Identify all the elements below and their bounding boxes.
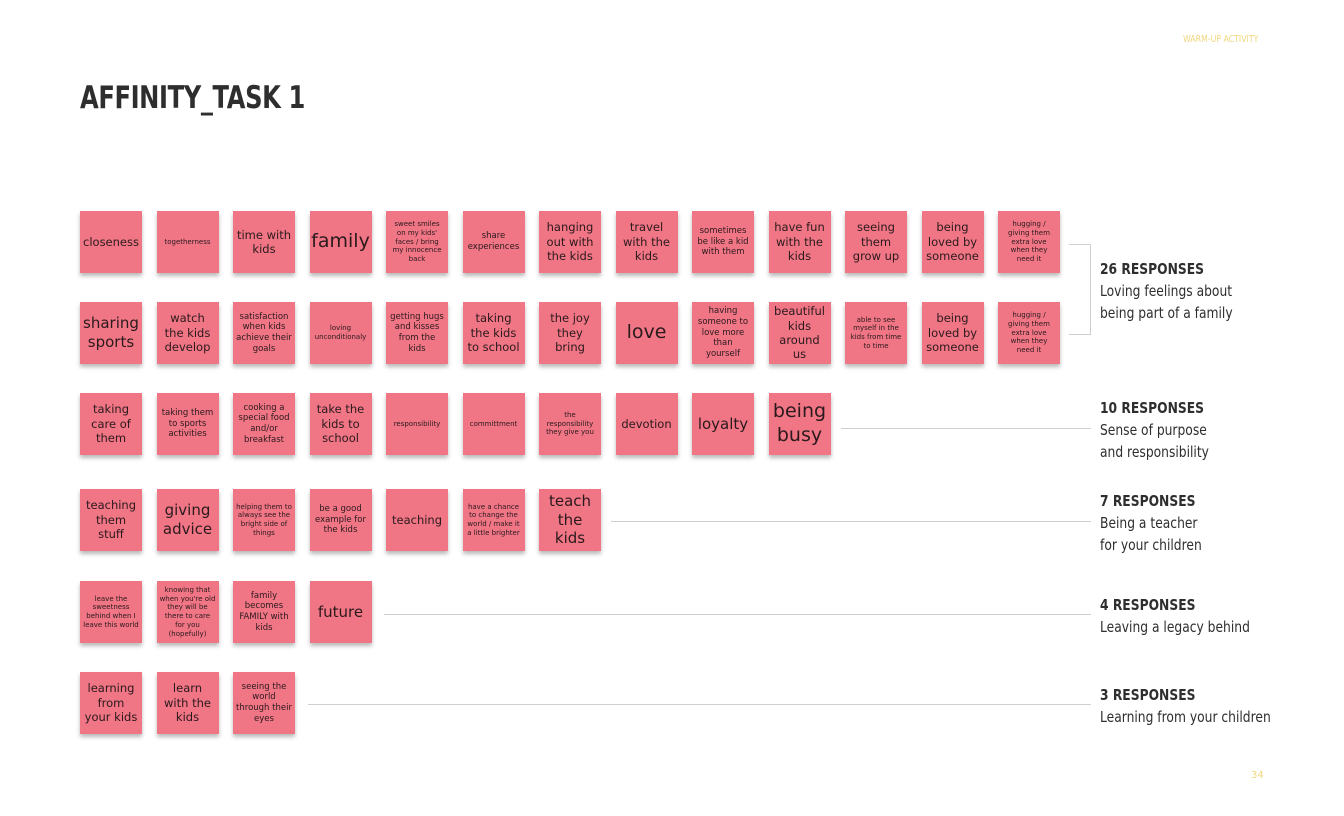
sticky-note: sweet smiles on my kids' faces / bring m…	[386, 211, 448, 273]
connector-line-teacher	[611, 521, 1091, 522]
connector-line-learning	[308, 704, 1091, 705]
response-description: Leaving a legacy behind	[1100, 618, 1250, 636]
sticky-note: giving advice	[156, 489, 219, 551]
response-group-family: 26 RESPONSES Loving feelings about being…	[1100, 258, 1330, 324]
response-group-purpose: 10 RESPONSES Sense of purpose and respon…	[1100, 397, 1330, 463]
response-description: Learning from your children	[1100, 708, 1271, 726]
sticky-note: have fun with the kids	[768, 211, 831, 273]
page-number: 34	[1251, 770, 1264, 781]
sticky-note: committment	[462, 393, 525, 455]
response-count: 3 RESPONSES	[1100, 686, 1196, 704]
sticky-note: being loved by someone	[921, 211, 984, 273]
response-count: 10 RESPONSES	[1100, 399, 1205, 417]
sticky-note: responsibility	[386, 393, 448, 455]
sticky-note: hugging / giving them extra love when th…	[998, 211, 1060, 273]
sticky-note: satisfaction when kids achieve their goa…	[233, 302, 295, 364]
sticky-note: have a chance to change the world / make…	[462, 489, 525, 551]
response-group-legacy: 4 RESPONSES Leaving a legacy behind	[1100, 594, 1330, 638]
sticky-note: having someone to love more than yoursel…	[692, 302, 754, 364]
response-group-learning: 3 RESPONSES Learning from your children	[1100, 684, 1330, 728]
sticky-note: seeing the world through their eyes	[233, 672, 295, 734]
sticky-note: taking them to sports activities	[156, 393, 219, 455]
sticky-note: watch the kids develop	[156, 302, 219, 364]
sticky-note: hugging / giving them extra love when th…	[998, 302, 1060, 364]
response-description: Loving feelings about being part of a fa…	[1100, 282, 1233, 322]
group-bracket	[1069, 244, 1091, 335]
sticky-note: hanging out with the kids	[539, 211, 601, 273]
sticky-note: teaching	[386, 489, 448, 551]
response-count: 4 RESPONSES	[1100, 596, 1196, 614]
sticky-note: sharing sports	[80, 302, 142, 364]
sticky-note: family	[309, 211, 372, 273]
sticky-note: the responsibility they give you	[539, 393, 601, 455]
sticky-note: closeness	[80, 211, 142, 273]
sticky-note: family becomes FAMILY with kids	[233, 581, 295, 643]
sticky-note: being busy	[768, 393, 831, 455]
sticky-note: share experiences	[462, 211, 525, 273]
sticky-note: helping them to always see the bright si…	[233, 489, 295, 551]
sticky-note: being loved by someone	[921, 302, 984, 364]
sticky-note: getting hugs and kisses from the kids	[386, 302, 448, 364]
sticky-note: teaching them stuff	[80, 489, 142, 551]
sticky-note: seeing them grow up	[845, 211, 907, 273]
sticky-note: able to see myself in the kids from time…	[845, 302, 907, 364]
response-count: 26 RESPONSES	[1100, 260, 1205, 278]
sticky-note: learning from your kids	[80, 672, 142, 734]
page-title: AFFINITY_TASK 1	[80, 80, 305, 116]
response-group-teacher: 7 RESPONSES Being a teacher for your chi…	[1100, 490, 1330, 556]
sticky-note: cooking a special food and/or breakfast	[233, 393, 295, 455]
sticky-note: loving unconditionaly	[309, 302, 372, 364]
sticky-note: take the kids to school	[309, 393, 372, 455]
sticky-note: time with kids	[233, 211, 295, 273]
sticky-note: knowing that when you're old they will b…	[156, 581, 219, 643]
connector-line-legacy	[384, 614, 1091, 615]
connector-line-purpose	[841, 428, 1091, 429]
sticky-note: taking the kids to school	[462, 302, 525, 364]
section-label: WARM-UP ACTIVITY	[1183, 34, 1259, 45]
sticky-note: future	[309, 581, 372, 643]
sticky-note: the joy they bring	[539, 302, 601, 364]
sticky-note: devotion	[615, 393, 678, 455]
sticky-note: beautiful kids around us	[768, 302, 831, 364]
sticky-note: love	[615, 302, 678, 364]
response-count: 7 RESPONSES	[1100, 492, 1196, 510]
sticky-note: teach the kids	[539, 489, 601, 551]
sticky-note: be a good example for the kids	[309, 489, 372, 551]
sticky-note: taking care of them	[80, 393, 142, 455]
sticky-note: togetherness	[156, 211, 219, 273]
response-description: Being a teacher for your children	[1100, 514, 1202, 554]
response-description: Sense of purpose and responsibility	[1100, 421, 1209, 461]
sticky-note: sometimes be like a kid with them	[692, 211, 754, 273]
sticky-note: leave the sweetness behind when I leave …	[80, 581, 142, 643]
sticky-note: travel with the kids	[615, 211, 678, 273]
sticky-note: loyalty	[692, 393, 754, 455]
sticky-note: learn with the kids	[156, 672, 219, 734]
